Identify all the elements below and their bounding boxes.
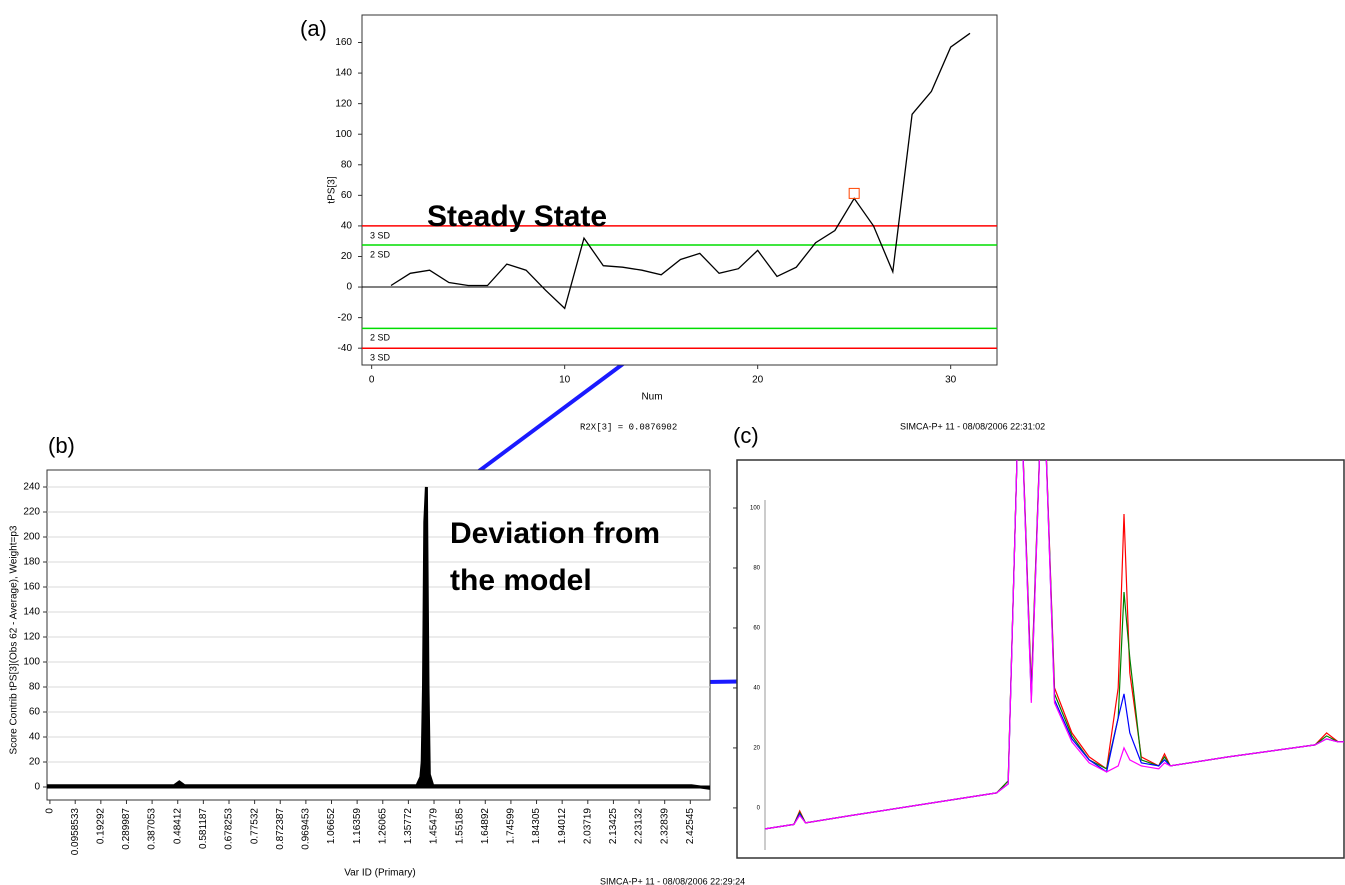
y-tick-label: 20	[29, 757, 41, 768]
limit-label: 3 SD	[370, 230, 391, 240]
x-tick-label: 2.13425	[608, 808, 619, 845]
y-tick-label: 120	[23, 632, 40, 643]
y-tick-label: 20	[341, 251, 353, 262]
x-tick-label: 1.16359	[352, 808, 363, 845]
panel-label: (b)	[48, 433, 75, 458]
x-tick-label: 0.19292	[95, 808, 106, 845]
y-tick-label: 100	[335, 129, 352, 140]
x-tick-label: 0.969453	[301, 808, 312, 850]
footer: SIMCA-P+ 11 - 08/08/2006 22:29:24	[600, 876, 745, 885]
limit-label: 2 SD	[370, 249, 391, 259]
y-tick-label: 160	[335, 37, 352, 48]
y-axis-label: Score Contrib tPS[3](Obs 62 - Average), …	[9, 525, 20, 754]
x-tick-label: 0.48412	[172, 808, 183, 845]
y-axis-label: tPS[3]	[327, 176, 338, 203]
x-tick-label: 1.26065	[377, 808, 388, 845]
y-tick-label: 140	[335, 68, 352, 79]
x-tick-label: 2.03719	[582, 808, 593, 845]
y-tick-label: 40	[29, 732, 41, 743]
x-tick-label: 0.581187	[198, 808, 209, 849]
x-tick-label: 1.55185	[454, 808, 465, 845]
x-tick-label: 0	[45, 808, 56, 814]
plot-frame	[46, 469, 711, 801]
x-tick-label: 0.872387	[275, 808, 286, 850]
panel-label: (a)	[300, 16, 327, 41]
footer: R2X[3] = 0.0876902	[580, 422, 677, 432]
y-tick-label: 20	[753, 746, 760, 752]
y-tick-label: 60	[341, 190, 353, 201]
x-tick-label: 1.64892	[480, 808, 491, 845]
x-tick-label: 1.74599	[506, 808, 517, 845]
data-line	[764, 460, 1344, 830]
x-tick-label: 2.23132	[634, 808, 645, 845]
y-tick-label: 60	[29, 707, 41, 718]
x-tick-label: 2.42545	[685, 808, 696, 845]
y-tick-label: 220	[23, 507, 40, 518]
x-tick-label: 0.678253	[224, 808, 235, 850]
x-tick-label: 1.84305	[531, 808, 542, 845]
x-tick-label: 20	[752, 375, 764, 386]
y-tick-label: 80	[29, 682, 41, 693]
y-tick-label: 240	[23, 482, 40, 493]
x-tick-label: 1.06652	[326, 808, 337, 845]
limit-label: 2 SD	[370, 333, 391, 343]
x-tick-label: 30	[945, 375, 957, 386]
limit-label: 3 SD	[370, 353, 391, 363]
y-tick-label: -40	[338, 343, 353, 354]
x-tick-label: 0.289987	[121, 808, 132, 850]
x-tick-label: 1.94012	[557, 808, 568, 845]
x-axis-label: Num	[641, 392, 662, 403]
y-tick-label: -20	[338, 312, 353, 323]
x-tick-label: 0	[369, 375, 375, 386]
x-tick-label: 10	[559, 375, 571, 386]
y-tick-label: 200	[23, 532, 40, 543]
annotation: the model	[450, 564, 592, 597]
annotation: Deviation from	[450, 517, 660, 550]
x-tick-label: 0.0958533	[70, 808, 81, 856]
y-tick-label: 80	[753, 566, 760, 572]
y-tick-label: 100	[23, 657, 40, 668]
highlight-marker	[848, 187, 860, 199]
panel-label: (c)	[733, 423, 759, 448]
y-tick-label: 100	[750, 506, 761, 512]
y-tick-label: 0	[757, 805, 761, 811]
data-line	[390, 32, 971, 310]
plot-frame	[361, 14, 998, 366]
y-tick-label: 0	[34, 782, 40, 793]
annotation: Steady State	[427, 200, 607, 233]
x-tick-label: 1.35772	[403, 808, 414, 845]
y-tick-label: 180	[23, 557, 40, 568]
y-tick-label: 0	[346, 282, 352, 293]
x-tick-label: 1.45479	[429, 808, 440, 845]
plot-frame	[736, 459, 1345, 859]
x-tick-label: 2.32839	[659, 808, 670, 845]
x-tick-label: 0.77532	[249, 808, 260, 845]
y-tick-label: 40	[753, 686, 760, 692]
footer: SIMCA-P+ 11 - 08/08/2006 22:31:02	[900, 421, 1045, 431]
y-tick-label: 140	[23, 607, 40, 618]
data-area	[47, 486, 710, 790]
y-tick-label: 120	[335, 98, 352, 109]
y-tick-label: 160	[23, 582, 40, 593]
y-tick-label: 60	[753, 626, 760, 632]
x-tick-label: 0.387053	[147, 808, 158, 850]
y-tick-label: 80	[341, 159, 353, 170]
x-axis-label: Var ID (Primary)	[344, 868, 415, 879]
y-tick-label: 40	[341, 221, 353, 232]
